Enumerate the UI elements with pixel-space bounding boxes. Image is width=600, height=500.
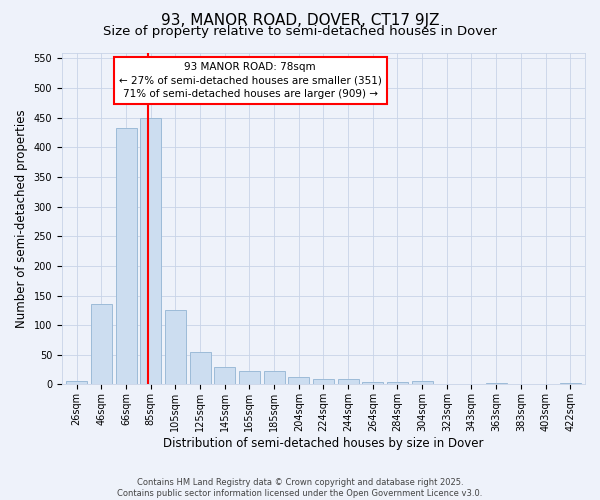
Bar [91, 304, 112, 384]
Bar [387, 382, 408, 384]
Bar [412, 382, 433, 384]
Bar [485, 383, 506, 384]
Text: 93 MANOR ROAD: 78sqm
← 27% of semi-detached houses are smaller (351)
71% of semi: 93 MANOR ROAD: 78sqm ← 27% of semi-detac… [119, 62, 382, 99]
Bar [116, 128, 137, 384]
Bar [239, 372, 260, 384]
X-axis label: Distribution of semi-detached houses by size in Dover: Distribution of semi-detached houses by … [163, 437, 484, 450]
Bar [338, 378, 359, 384]
Bar [165, 310, 186, 384]
Bar [190, 352, 211, 384]
Bar [263, 372, 284, 384]
Y-axis label: Number of semi-detached properties: Number of semi-detached properties [15, 109, 28, 328]
Bar [560, 383, 581, 384]
Text: Contains HM Land Registry data © Crown copyright and database right 2025.
Contai: Contains HM Land Registry data © Crown c… [118, 478, 482, 498]
Bar [313, 378, 334, 384]
Bar [288, 376, 309, 384]
Bar [214, 366, 235, 384]
Text: Size of property relative to semi-detached houses in Dover: Size of property relative to semi-detach… [103, 25, 497, 38]
Bar [66, 382, 87, 384]
Text: 93, MANOR ROAD, DOVER, CT17 9JZ: 93, MANOR ROAD, DOVER, CT17 9JZ [161, 12, 439, 28]
Bar [362, 382, 383, 384]
Bar [140, 118, 161, 384]
